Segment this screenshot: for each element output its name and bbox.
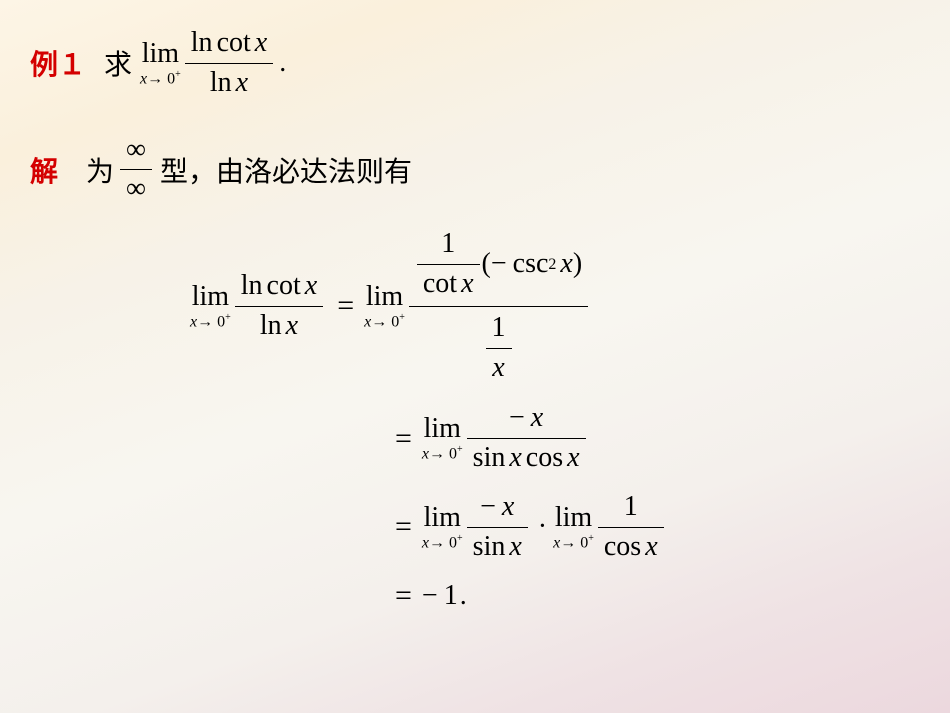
- eq-b: = lim x→0+ −x sinxcosx: [385, 401, 920, 476]
- text-xing: 型，由洛必达法则有: [160, 150, 412, 190]
- expr-line1: lim x→0+ lncotx lnx .: [140, 26, 286, 101]
- label-solution: 解: [30, 150, 58, 190]
- eq-a: lim x→0+ lncotx lnx = lim x→0+: [190, 225, 920, 387]
- lim-a1: lim x→0+: [190, 283, 231, 330]
- lim-b: lim x→0+: [422, 415, 463, 462]
- slide-content: 例１ 求 lim x→0+ lncotx lnx . 解 为 ∞ ∞: [0, 0, 950, 713]
- eq-c: = lim x→0+ −x sinx · lim x→0+: [385, 490, 920, 565]
- frac-c2: 1 cosx: [598, 490, 664, 565]
- eq-d: = −1.: [385, 579, 920, 613]
- derivation: lim x→0+ lncotx lnx = lim x→0+: [30, 225, 920, 612]
- lim-a2: lim x→0+: [364, 283, 405, 330]
- frac-b: −x sinxcosx: [467, 401, 586, 476]
- period-1: .: [279, 47, 286, 79]
- lim-c1: lim x→0+: [422, 504, 463, 551]
- frac-a-left: lncotx lnx: [235, 269, 323, 344]
- line-solution: 解 为 ∞ ∞ 型，由洛必达法则有: [30, 133, 920, 208]
- text-wei: 为: [86, 150, 114, 190]
- frac-c1: −x sinx: [467, 490, 528, 565]
- frac-lncot-lnx: lncotx lnx: [185, 26, 273, 101]
- frac-inf: ∞ ∞: [116, 133, 156, 208]
- lim-c2: lim x→0+: [553, 504, 594, 551]
- line-example: 例１ 求 lim x→0+ lncotx lnx .: [30, 26, 920, 101]
- frac-a-right: 1 cotx (−csc2x) 1 x: [409, 225, 588, 387]
- lim-1: lim x→0+: [140, 40, 181, 87]
- text-qiu: 求: [104, 43, 132, 83]
- label-example: 例１: [30, 43, 86, 83]
